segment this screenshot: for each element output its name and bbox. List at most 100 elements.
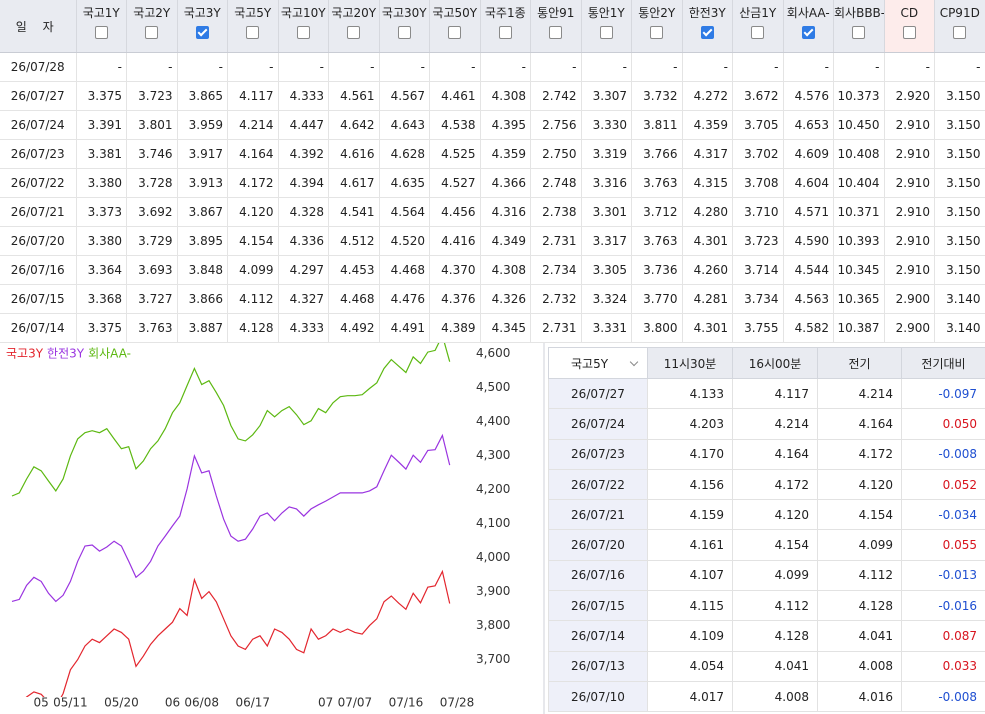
change-cell: 0.052 [901, 468, 985, 501]
change-cell: 0.087 [901, 620, 985, 652]
rate-cell: 4.214 [732, 408, 818, 440]
legend-entry: 국고3Y [6, 347, 44, 361]
checkbox[interactable] [801, 26, 815, 39]
rate-cell: 3.801 [126, 110, 178, 140]
header-label: 통안1Y [587, 6, 625, 20]
date-cell: 26/07/15 [548, 590, 648, 622]
rate-cell: - [530, 52, 582, 82]
rate-cell: 4.164 [227, 139, 279, 169]
checkbox[interactable] [296, 26, 310, 39]
rate-cell: 3.734 [732, 284, 784, 314]
rate-cell: 4.590 [783, 226, 834, 256]
rate-cell: 4.272 [682, 81, 733, 111]
checkbox[interactable] [347, 26, 361, 39]
rate-cell: 2.732 [530, 284, 582, 314]
checkbox[interactable] [246, 26, 260, 39]
checkbox[interactable] [549, 26, 563, 39]
rate-cell: 3.319 [581, 139, 632, 169]
x-tick-label: 07/16 [389, 696, 424, 710]
header-label: 국고20Y [331, 6, 377, 20]
rate-cell: - [76, 52, 127, 82]
rate-cell: 4.447 [278, 110, 329, 140]
rate-cell: 3.763 [126, 313, 178, 343]
rate-cell: 3.895 [177, 226, 228, 256]
table-row: 26/07/27 4.133 4.117 4.214 -0.097 [548, 377, 985, 410]
rate-cell: 4.120 [732, 499, 818, 531]
rate-cell: 4.172 [227, 168, 279, 198]
date-cell: 26/07/27 [548, 377, 648, 410]
x-tick-label: 05 [34, 696, 49, 710]
rate-cell: - [833, 52, 885, 82]
rate-cell: - [783, 52, 834, 82]
rate-cell: 4.120 [817, 468, 902, 501]
rate-cell: 2.910 [884, 110, 935, 140]
rate-cell: 4.041 [817, 620, 902, 652]
header-label: 회사BBB- [834, 6, 884, 20]
change-cell: -0.013 [901, 559, 985, 592]
rate-cell: 4.164 [732, 438, 818, 470]
rate-cell: 4.389 [429, 313, 481, 343]
rate-cell: 4.260 [682, 255, 733, 285]
rate-cell: 4.008 [732, 680, 818, 713]
rate-cell: 3.732 [631, 81, 683, 111]
checkbox[interactable] [852, 26, 866, 39]
rate-cell: - [480, 52, 531, 82]
rate-cell: 3.727 [126, 284, 178, 314]
checkbox[interactable] [902, 26, 916, 39]
checkbox[interactable] [448, 26, 462, 39]
checkbox[interactable] [397, 26, 411, 39]
checkbox[interactable] [599, 26, 613, 39]
rate-cell: 3.708 [732, 168, 784, 198]
rate-cell: 4.538 [429, 110, 481, 140]
checkbox[interactable] [751, 26, 765, 39]
rate-cell: 2.920 [884, 81, 935, 111]
rate-cell: 4.317 [682, 139, 733, 169]
rate-cell: 4.564 [379, 197, 430, 227]
rate-cell: 2.731 [530, 226, 582, 256]
rate-cell: 10.371 [833, 197, 885, 227]
rate-cell: 3.959 [177, 110, 228, 140]
rate-cell: 3.866 [177, 284, 228, 314]
column-header: 16시00분 [732, 347, 818, 379]
date-cell: 26/07/23 [0, 139, 77, 169]
rate-cell: 4.156 [647, 468, 733, 501]
rate-cell: 3.723 [732, 226, 784, 256]
checkbox[interactable] [195, 26, 209, 39]
column-header: 국고50Y [429, 0, 481, 53]
rate-cell: 4.359 [682, 110, 733, 140]
rate-cell: 4.214 [227, 110, 279, 140]
checkbox[interactable] [145, 26, 159, 39]
change-cell: -0.097 [901, 377, 985, 410]
table-row: 26/07/23 4.170 4.164 4.172 -0.008 [548, 438, 985, 470]
rate-cell: 2.910 [884, 168, 935, 198]
y-tick-label: 4,200 [476, 482, 510, 496]
rate-cell: 4.576 [783, 81, 834, 111]
rate-cell: 4.416 [429, 226, 481, 256]
rate-cell: 4.170 [647, 438, 733, 470]
checkbox[interactable] [650, 26, 664, 39]
rate-cell: 3.811 [631, 110, 683, 140]
rate-cell: 4.308 [480, 255, 531, 285]
rate-cell: 3.375 [76, 81, 127, 111]
header-label: 일 자 [15, 20, 60, 34]
rate-cell: 3.391 [76, 110, 127, 140]
rate-cell: - [227, 52, 279, 82]
checkbox[interactable] [953, 26, 967, 39]
rate-cell: 4.468 [328, 284, 380, 314]
checkbox[interactable] [700, 26, 714, 39]
rate-cell: 4.491 [379, 313, 430, 343]
rate-cell: 3.848 [177, 255, 228, 285]
rate-cell: 3.728 [126, 168, 178, 198]
checkbox[interactable] [498, 26, 512, 39]
rate-cell: 3.763 [631, 226, 683, 256]
rate-cell: 4.527 [429, 168, 481, 198]
rate-cell: 3.375 [76, 313, 127, 343]
rate-cell: 2.910 [884, 197, 935, 227]
date-cell: 26/07/21 [0, 197, 77, 227]
rate-cell: 3.746 [126, 139, 178, 169]
legend-entry: 회사AA- [88, 347, 131, 361]
series-select[interactable]: 국고5Y [548, 347, 648, 379]
rate-cell: 10.404 [833, 168, 885, 198]
rate-cell: 3.755 [732, 313, 784, 343]
checkbox[interactable] [94, 26, 108, 39]
